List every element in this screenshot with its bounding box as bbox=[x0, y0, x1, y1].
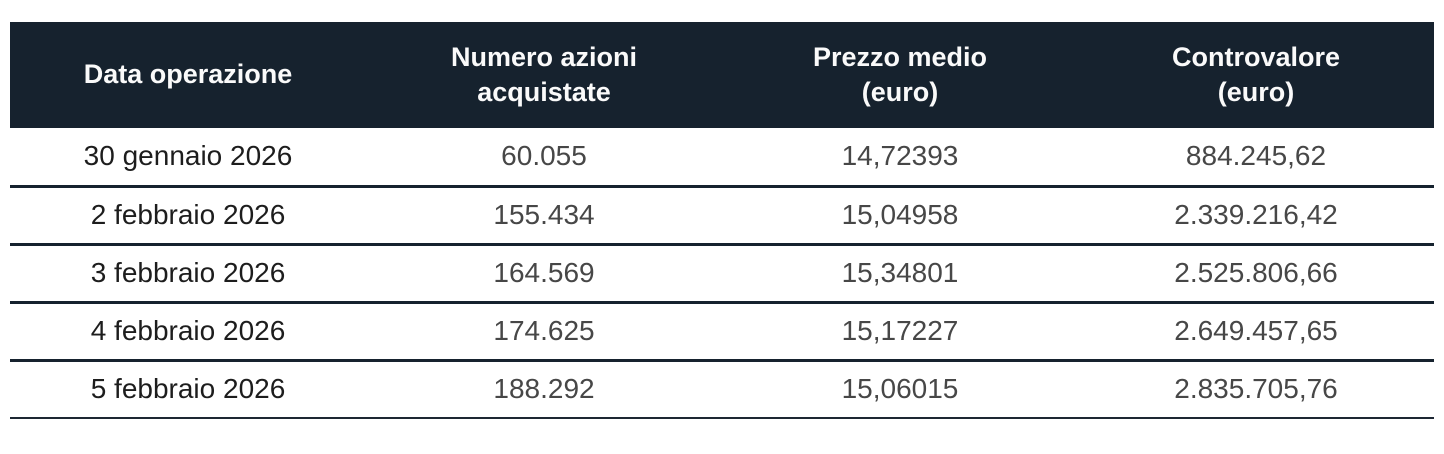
header-label-line2: (euro) bbox=[861, 77, 939, 107]
table-row: 30 gennaio 2026 60.055 14,72393 884.245,62 bbox=[10, 128, 1434, 188]
header-label: Numero azioni bbox=[450, 41, 638, 72]
cell-data-operazione: 4 febbraio 2026 bbox=[10, 302, 366, 362]
cell-controvalore: 2.649.457,65 bbox=[1078, 302, 1434, 362]
cell-numero-azioni: 164.569 bbox=[366, 244, 722, 304]
header-label: Data operazione bbox=[83, 59, 293, 90]
header-controvalore: Controvalore (euro) bbox=[1078, 22, 1434, 128]
header-label-line2: (euro) bbox=[1217, 77, 1295, 107]
table-row: 4 febbraio 2026 174.625 15,17227 2.649.457,… bbox=[10, 302, 1434, 362]
cell-data-operazione: 5 febbraio 2026 bbox=[10, 360, 366, 419]
cell-prezzo-medio: 15,34801 bbox=[722, 244, 1078, 304]
cell-data-operazione: 30 gennaio 2026 bbox=[10, 128, 366, 188]
cell-controvalore: 2.525.806,66 bbox=[1078, 244, 1434, 304]
header-row: Data operazione Numero azioni acquistate… bbox=[10, 22, 1434, 128]
buyback-table: Data operazione Numero azioni acquistate… bbox=[10, 22, 1434, 419]
cell-controvalore: 2.339.216,42 bbox=[1078, 186, 1434, 246]
cell-numero-azioni: 188.292 bbox=[366, 360, 722, 419]
header-label: Controvalore bbox=[1171, 41, 1341, 72]
header-data-operazione: Data operazione bbox=[10, 22, 366, 128]
cell-data-operazione: 2 febbraio 2026 bbox=[10, 186, 366, 246]
header-label-line2: acquistate bbox=[477, 77, 611, 107]
header-numero-azioni: Numero azioni acquistate bbox=[366, 22, 722, 128]
cell-data-operazione: 3 febbraio 2026 bbox=[10, 244, 366, 304]
table-header: Data operazione Numero azioni acquistate… bbox=[10, 22, 1434, 128]
table-row: 5 febbraio 2026 188.292 15,06015 2.835.705,… bbox=[10, 360, 1434, 419]
header-label: Prezzo medio bbox=[812, 41, 988, 72]
table-row: 2 febbraio 2026 155.434 15,04958 2.339.216,… bbox=[10, 186, 1434, 246]
cell-prezzo-medio: 14,72393 bbox=[722, 128, 1078, 188]
cell-numero-azioni: 174.625 bbox=[366, 302, 722, 362]
cell-prezzo-medio: 15,04958 bbox=[722, 186, 1078, 246]
cell-controvalore: 884.245,62 bbox=[1078, 128, 1434, 188]
cell-numero-azioni: 60.055 bbox=[366, 128, 722, 188]
table-body: 30 gennaio 2026 60.055 14,72393 884.245,62 2… bbox=[10, 128, 1434, 419]
table-row: 3 febbraio 2026 164.569 15,34801 2.525.806,… bbox=[10, 244, 1434, 304]
cell-prezzo-medio: 15,17227 bbox=[722, 302, 1078, 362]
buyback-table-container: Data operazione Numero azioni acquistate… bbox=[10, 22, 1434, 419]
cell-controvalore: 2.835.705,76 bbox=[1078, 360, 1434, 419]
header-prezzo-medio: Prezzo medio (euro) bbox=[722, 22, 1078, 128]
cell-numero-azioni: 155.434 bbox=[366, 186, 722, 246]
cell-prezzo-medio: 15,06015 bbox=[722, 360, 1078, 419]
